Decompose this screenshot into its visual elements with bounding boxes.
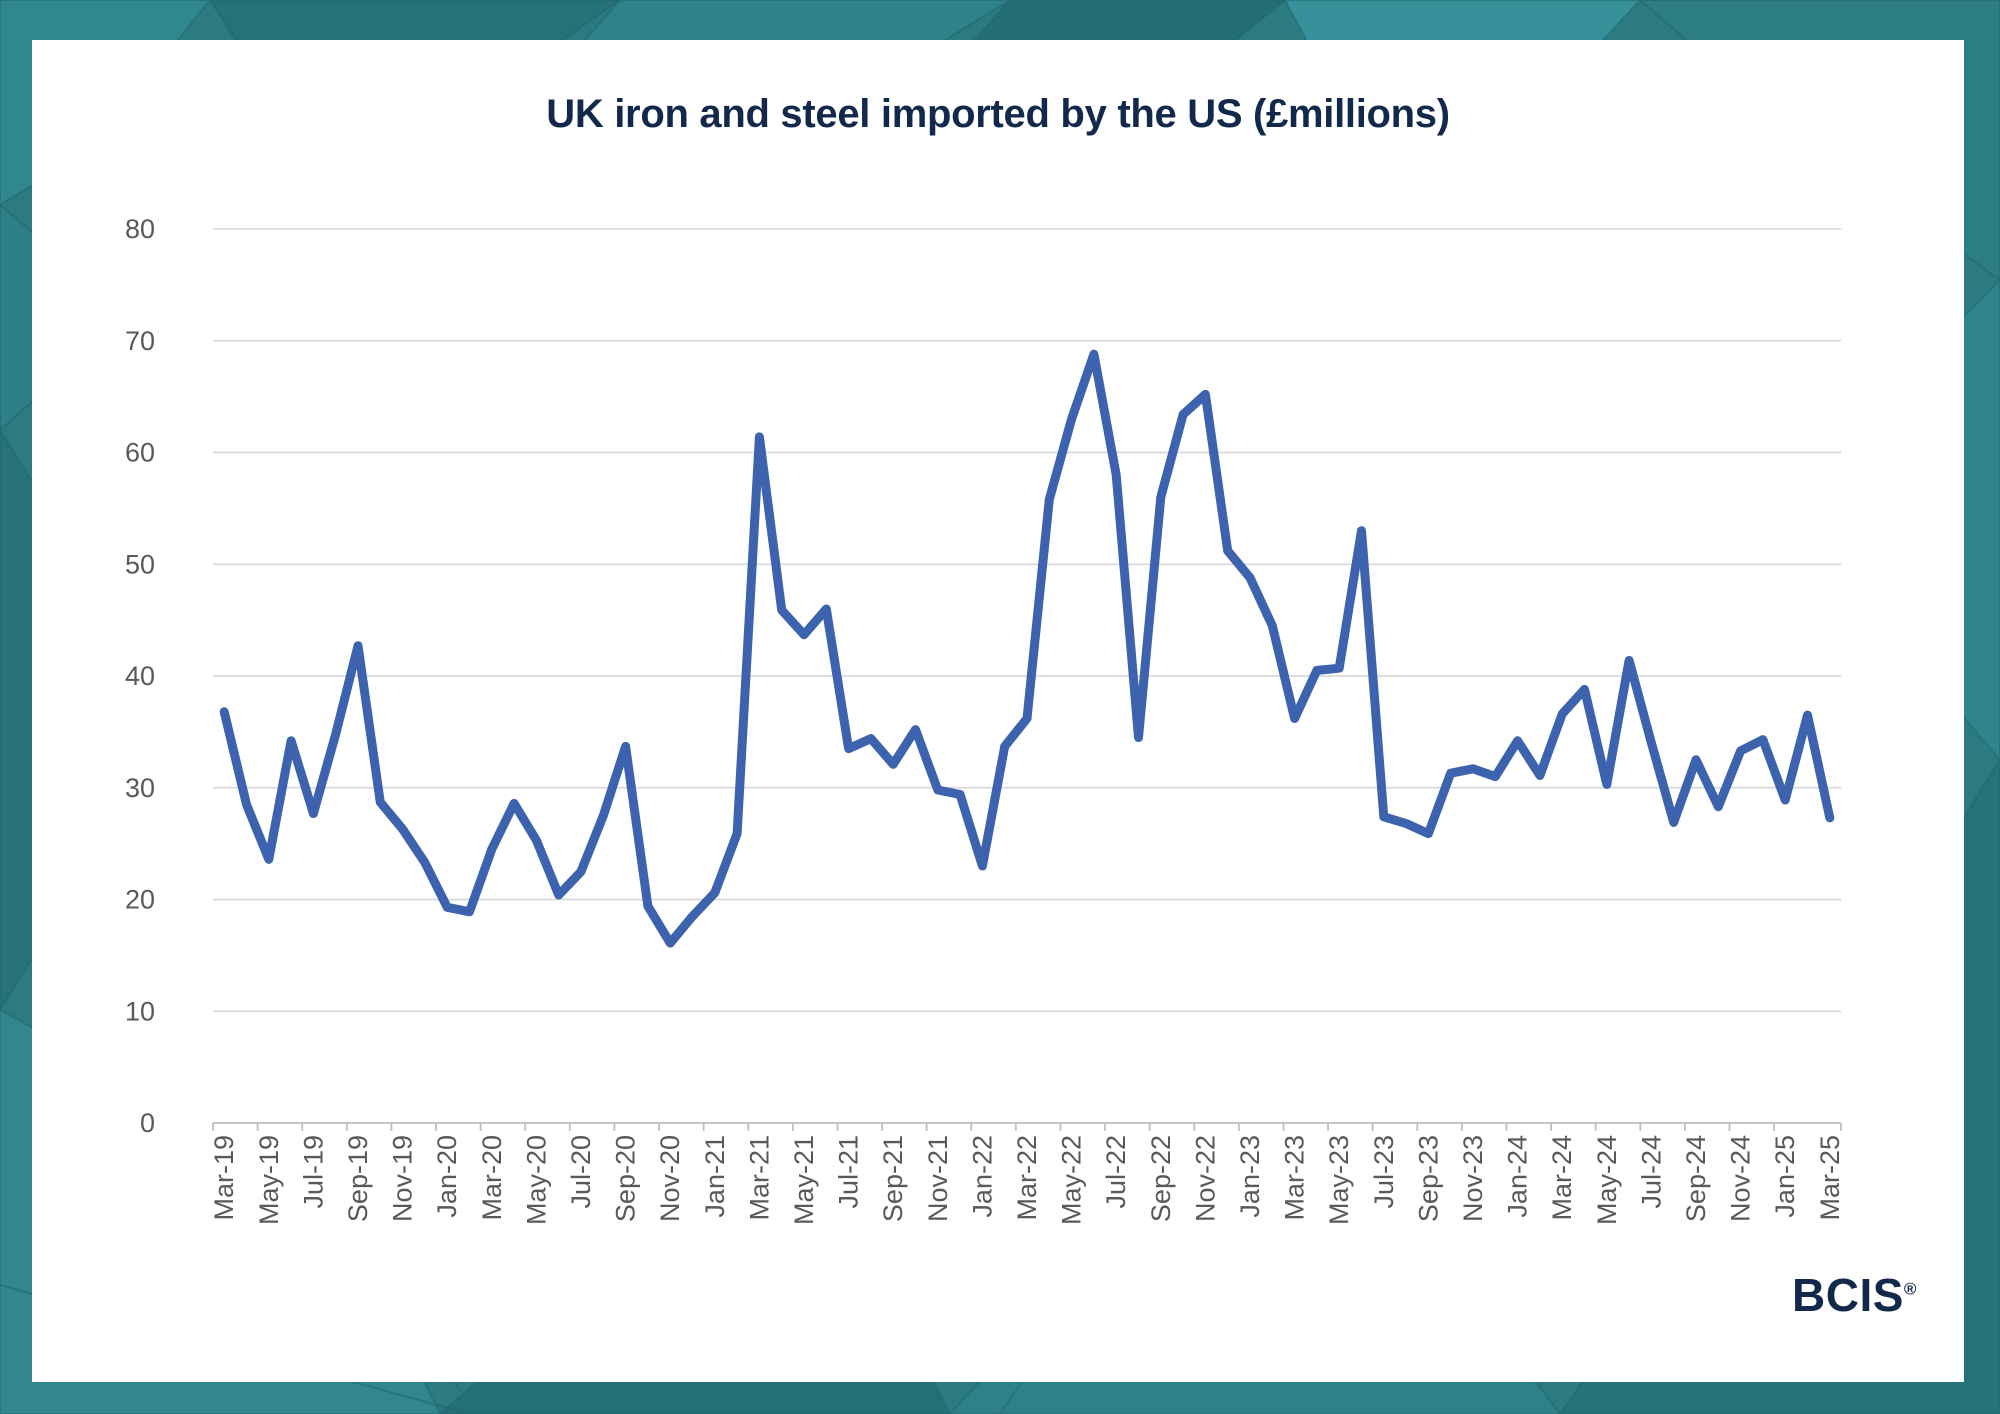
y-tick-label: 0 [140,1108,155,1138]
x-tick-label: Sep-20 [611,1135,641,1222]
x-tick-label: Mar-19 [209,1135,239,1221]
x-tick-label: Mar-25 [1815,1135,1845,1221]
chart-card: UK iron and steel imported by the US (£m… [32,40,1964,1382]
x-tick-label: May-23 [1324,1135,1354,1225]
x-tick-label: Jul-21 [834,1135,864,1209]
y-tick-label: 80 [125,214,155,244]
x-tick-marks [212,1123,1842,1131]
brand-logo: BCIS® [1792,1268,1917,1322]
registered-trademark-icon: ® [1903,1279,1917,1299]
x-tick-label: Sep-24 [1681,1135,1711,1222]
x-tick-label: Jan-25 [1770,1135,1800,1218]
x-tick-label: Sep-19 [343,1135,373,1222]
x-tick-label: Jul-23 [1369,1135,1399,1209]
x-tick-label: Sep-23 [1413,1135,1443,1222]
y-tick-label: 60 [125,438,155,468]
x-tick-label: Jul-19 [298,1135,328,1209]
line-chart: 0 10 20 30 40 50 60 70 80 Mar-19 May-19 Jul-19 Sep-1… [125,214,1845,1225]
y-tick-label: 20 [125,885,155,915]
x-tick-label: Sep-22 [1146,1135,1176,1222]
y-tick-label: 50 [125,549,155,579]
x-tick-label: Jan-22 [967,1135,997,1218]
x-tick-label: Nov-20 [655,1135,685,1222]
x-tick-label: Mar-20 [477,1135,507,1221]
x-tick-label: Jan-23 [1235,1135,1265,1218]
chart-title: UK iron and steel imported by the US (£m… [546,92,1450,136]
y-tick-label: 10 [125,996,155,1026]
x-tick-label: Nov-23 [1458,1135,1488,1222]
x-tick-label: Jan-24 [1503,1135,1533,1218]
data-line-uk-iron-steel-imports [219,349,1835,948]
x-axis-labels: Mar-19 May-19 Jul-19 Sep-19 Nov-19 Jan-20 Mar-… [209,1135,1845,1225]
x-tick-label: Nov-24 [1726,1135,1756,1222]
x-tick-label: May-24 [1592,1135,1622,1225]
x-tick-label: Jul-22 [1101,1135,1131,1209]
x-tick-label: Nov-21 [923,1135,953,1222]
x-tick-label: Sep-21 [878,1135,908,1222]
y-tick-label: 30 [125,773,155,803]
y-tick-label: 40 [125,661,155,691]
x-tick-label: Mar-21 [744,1135,774,1221]
x-tick-label: May-20 [521,1135,551,1225]
x-tick-label: Jul-20 [566,1135,596,1209]
brand-logo-text: BCIS [1792,1269,1904,1321]
x-tick-label: Mar-24 [1547,1135,1577,1221]
x-tick-label: May-19 [254,1135,284,1225]
x-tick-label: Jan-20 [432,1135,462,1218]
x-tick-label: Nov-19 [388,1135,418,1222]
x-tick-label: Mar-22 [1012,1135,1042,1221]
x-tick-label: May-22 [1057,1135,1087,1225]
x-tick-label: Jul-24 [1636,1135,1666,1209]
x-tick-label: Nov-22 [1190,1135,1220,1222]
x-tick-label: Mar-23 [1280,1135,1310,1221]
y-axis-labels: 0 10 20 30 40 50 60 70 80 [125,214,155,1138]
y-tick-label: 70 [125,326,155,356]
x-tick-label: Jan-21 [700,1135,730,1218]
x-tick-label: May-21 [789,1135,819,1225]
